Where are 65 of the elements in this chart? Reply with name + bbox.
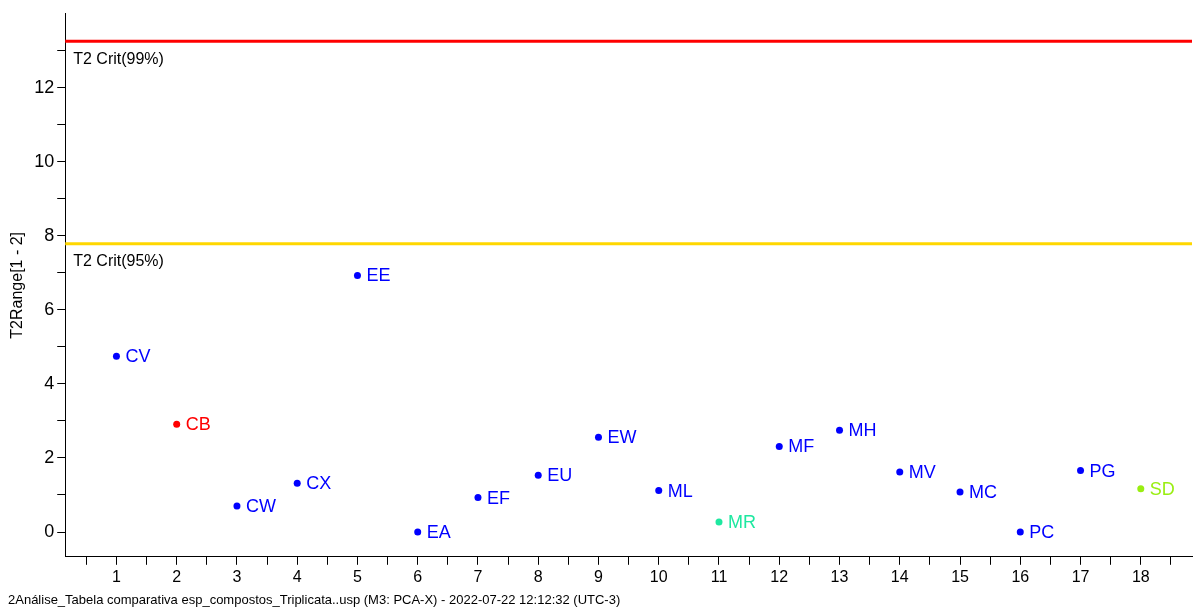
x-tick-label: 12	[770, 567, 789, 585]
x-tick-label: 4	[292, 567, 302, 585]
annotation: MF	[788, 436, 815, 457]
annotation: CB	[185, 414, 211, 435]
x-tick-label: 14	[890, 567, 909, 585]
point	[353, 271, 361, 279]
annotation: CW	[245, 496, 276, 517]
x-tick-label: 18	[1131, 567, 1150, 585]
point	[715, 518, 723, 526]
annotation: MV	[908, 462, 936, 483]
annotation: CV	[125, 346, 151, 367]
point	[293, 479, 301, 487]
annotation: PC	[1029, 521, 1055, 542]
annotation: ML	[667, 480, 693, 501]
point	[112, 352, 120, 360]
annotation: MR	[727, 511, 756, 532]
x-tick-label: 6	[413, 567, 423, 585]
y-tick-label: 0	[44, 520, 55, 541]
x-tick-label: 13	[830, 567, 849, 585]
x-tick-label: 5	[353, 567, 363, 585]
point	[173, 420, 181, 428]
annotation: MH	[848, 420, 877, 441]
y-tick-label: 12	[34, 76, 55, 97]
point	[474, 494, 482, 502]
y-tick-label: 2	[44, 446, 55, 467]
annotation: EA	[426, 521, 451, 542]
point	[655, 487, 663, 495]
annotation: MC	[969, 481, 998, 502]
annotation: EE	[366, 265, 391, 286]
x-tick-label: 16	[1011, 567, 1030, 585]
x-tick-label: 11	[710, 567, 728, 585]
text: 2Análise_Tabela comparativa esp_compostos_Triplicata..usp (M3: PCA-X) - 2022-07-22 12:12:32 (UTC-3)	[8, 592, 621, 607]
x-tick-label: 2	[172, 567, 182, 585]
y-tick-label: 6	[44, 298, 55, 319]
y-tick-label: 10	[34, 150, 55, 171]
point	[775, 443, 783, 450]
x-tick-label: 3	[232, 567, 242, 585]
x-tick-label: 7	[473, 567, 483, 585]
ref-line-label: T2 Crit(99%)	[73, 49, 164, 67]
point	[836, 426, 844, 434]
point	[1137, 485, 1145, 493]
x-tick-label: 15	[951, 567, 970, 585]
point	[594, 433, 602, 441]
y-axis-title: T2Range[1 - 2]	[8, 231, 26, 339]
annotation: PG	[1089, 460, 1116, 481]
x-tick-label: 17	[1071, 567, 1090, 585]
point	[1077, 467, 1085, 475]
ref-line-label: T2 Crit(95%)	[73, 252, 164, 270]
y-tick-label: 8	[44, 224, 55, 245]
point	[1016, 528, 1024, 536]
annotation: EF	[486, 487, 510, 508]
point	[414, 528, 422, 536]
annotation: EW	[607, 427, 637, 448]
point	[534, 471, 542, 479]
x-tick-label: 8	[533, 567, 543, 585]
annotation: EU	[547, 465, 573, 486]
point	[896, 468, 904, 476]
point	[956, 488, 964, 496]
x-tick-label: 10	[649, 567, 668, 585]
x-tick-label: 1	[111, 567, 121, 585]
point	[233, 502, 241, 510]
annotation: SD	[1149, 478, 1175, 499]
y-tick-label: 4	[44, 372, 55, 393]
x-tick-label: 9	[594, 567, 604, 585]
annotation: CX	[306, 473, 332, 494]
